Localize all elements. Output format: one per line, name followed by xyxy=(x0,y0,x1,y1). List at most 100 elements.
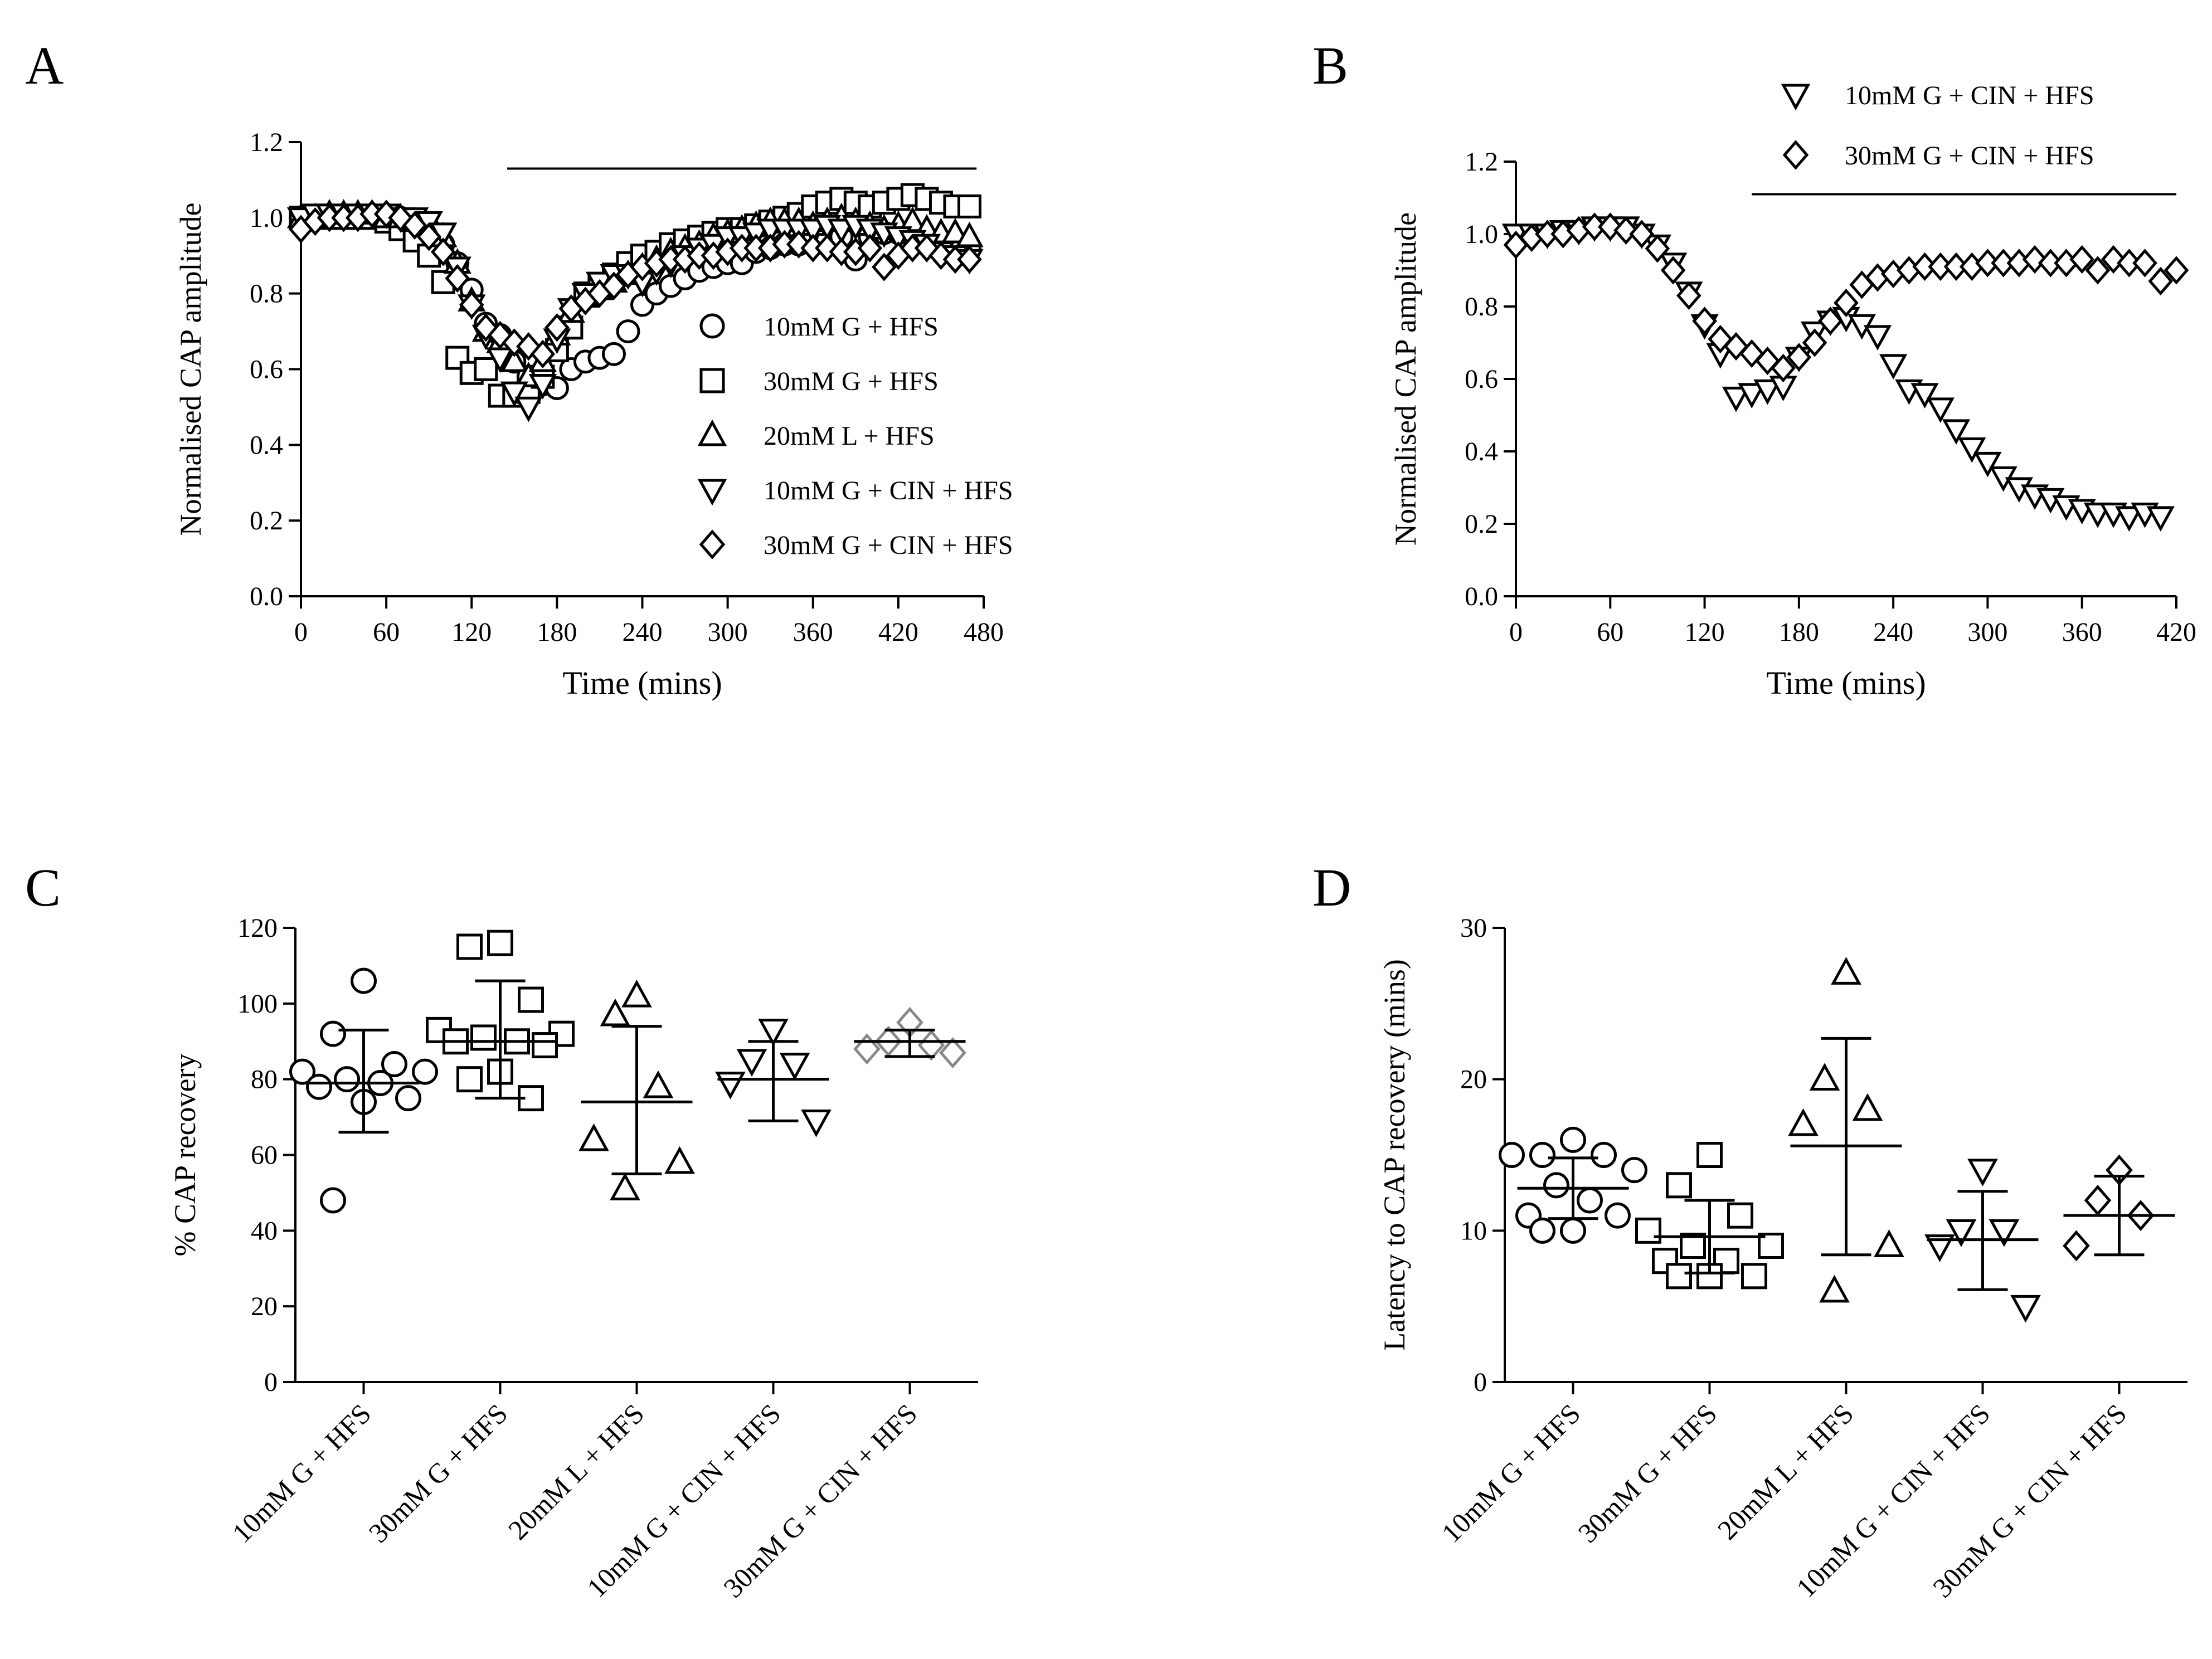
panel-a-x-tick-label: 120 xyxy=(451,617,492,647)
panel-d-data-point xyxy=(1529,1142,1555,1168)
panel-a-legend-label: 30mM G + CIN + HFS xyxy=(764,531,1013,560)
panel-d-category-label: 30mM G + HFS xyxy=(1572,1398,1723,1549)
panel-b-legend-label: 10mM G + CIN + HFS xyxy=(1845,81,2094,110)
panel-a-x-axis-label: Time (mins) xyxy=(562,665,722,701)
panel-d-data-point xyxy=(1696,1142,1723,1168)
panel-b-point-30mm-g-cin-hfs xyxy=(2132,249,2157,278)
panel-d-data-point xyxy=(1543,1172,1569,1199)
panel-d-chart: 0 10 20 30 Latency to CAP recovery (mins) 10m… xyxy=(1378,913,2187,1603)
panel-b-legend-marker xyxy=(1781,84,1811,111)
panel-c-data-point xyxy=(610,1173,640,1200)
panel-a-y-tick-label: 0.2 xyxy=(250,506,283,536)
panel-d-data-point xyxy=(1741,1263,1767,1290)
panel-d-y-tick-label: 0 xyxy=(1474,1368,1487,1397)
panel-b-point-10mm-g-cin-hfs xyxy=(1879,354,1908,380)
panel-c-data-point xyxy=(621,979,652,1008)
panel-a-point-10mm-g-cin-hfs xyxy=(799,218,827,245)
panel-c-data-point xyxy=(334,1066,360,1093)
panel-b-x-tick-label: 300 xyxy=(1967,617,2007,647)
panel-d-data-point xyxy=(2063,1230,2090,1262)
panel-b-point-30mm-g-cin-hfs xyxy=(2101,245,2126,274)
panel-d-data-point xyxy=(1967,1159,1998,1187)
panel-b-point-10mm-g-cin-hfs xyxy=(1942,419,1971,445)
panel-c-data-point xyxy=(518,986,544,1013)
panel-d-data-point xyxy=(1788,1108,1819,1136)
panel-b-point-30mm-g-cin-hfs xyxy=(1660,256,1686,285)
panel-c-data-point xyxy=(306,1073,332,1100)
panel-b-point-10mm-g-cin-hfs xyxy=(1926,397,1955,424)
panel-c-y-tick-label: 120 xyxy=(237,913,278,943)
panel-a-legend-marker xyxy=(699,529,726,560)
panel-a-x-tick-label: 300 xyxy=(708,617,748,647)
panel-a-legend-label: 10mM G + CIN + HFS xyxy=(764,476,1013,505)
panel-d-data-point xyxy=(1560,1217,1586,1244)
panel-a-y-tick-label: 1.0 xyxy=(250,203,283,233)
panel-b-point-30mm-g-cin-hfs xyxy=(1786,343,1812,372)
panel-c-group-10mm-g-cin-hfs xyxy=(715,1019,832,1137)
panel-b-point-30mm-g-cin-hfs xyxy=(1613,216,1639,245)
panel-b-point-30mm-g-cin-hfs xyxy=(1692,306,1717,335)
panel-d-data-point xyxy=(2010,1295,2041,1323)
panel-b-point-10mm-g-cin-hfs xyxy=(1722,386,1751,412)
panel-d-data-point xyxy=(1666,1263,1692,1290)
panel-a-point-20mm-l-hfs xyxy=(941,217,970,244)
panel-d-data-point xyxy=(1577,1187,1603,1214)
panel-b-legend-label: 30mM G + CIN + HFS xyxy=(1845,141,2094,171)
panel-a-y-tick-label: 0.4 xyxy=(250,430,283,460)
panel-b-x-tick-label: 420 xyxy=(2156,617,2196,647)
panel-b-point-30mm-g-cin-hfs xyxy=(1676,281,1701,310)
panel-a-point-20mm-l-hfs xyxy=(500,346,528,372)
panel-a-point-30mm-g-cin-hfs xyxy=(373,200,399,228)
panel-c-data-point xyxy=(395,1085,421,1112)
panel-b-point-30mm-g-cin-hfs xyxy=(1802,328,1827,357)
panel-a-y-tick-label: 0.8 xyxy=(250,279,283,309)
panel-a-x-tick-label: 420 xyxy=(878,617,918,647)
panel-b-point-10mm-g-cin-hfs xyxy=(2146,506,2175,532)
panel-b-y-tick-label: 1.2 xyxy=(1465,147,1498,177)
panel-d-data-point xyxy=(1529,1217,1555,1244)
panel-d-group-10mm-g-hfs xyxy=(1499,1126,1647,1244)
panel-b-legend: 10mM G + CIN + HFS 30mM G + CIN + HFS xyxy=(1781,81,2094,171)
panel-a-point-30mm-g-cin-hfs xyxy=(957,245,982,274)
panel-d-y-tick-label: 30 xyxy=(1460,913,1487,943)
panel-d-data-point xyxy=(1621,1157,1647,1184)
panel-b-point-30mm-g-cin-hfs xyxy=(1834,288,1859,318)
panel-c-data-point xyxy=(853,1033,881,1065)
panel-c-data-point xyxy=(320,1187,346,1214)
panel-a-point-30mm-g-hfs xyxy=(957,194,981,218)
panel-a-x-tick-label: 60 xyxy=(373,617,400,647)
panel-b-x-tick-label: 60 xyxy=(1597,617,1623,647)
panel-b-point-30mm-g-cin-hfs xyxy=(2085,256,2111,285)
panel-d-group-20mm-l-hfs xyxy=(1788,957,1904,1303)
panel-a-series-30mm-g-cin-hfs xyxy=(288,200,982,368)
panel-b-point-30mm-g-cin-hfs xyxy=(2022,245,2048,274)
panel-b-point-10mm-g-cin-hfs xyxy=(1753,379,1782,405)
panel-a-point-10mm-g-cin-hfs xyxy=(500,381,528,407)
panel-a-x-tick-label: 240 xyxy=(623,617,663,647)
panel-b-legend-marker xyxy=(1782,140,1809,170)
panel-a-legend-marker xyxy=(697,419,727,446)
panel-c-data-point xyxy=(470,1024,497,1051)
panel-a-point-30mm-g-cin-hfs xyxy=(445,264,470,293)
panel-d-group-30mm-g-hfs xyxy=(1635,1142,1784,1290)
panel-d-data-point xyxy=(1591,1142,1617,1168)
panel-d-data-point xyxy=(1852,1093,1883,1121)
panel-b-y-axis-label: Normalised CAP amplitude xyxy=(1389,212,1422,546)
panel-a-point-30mm-g-hfs xyxy=(474,357,498,381)
panel-b-y-tick-label: 0.8 xyxy=(1465,292,1498,322)
panel-a-legend-marker xyxy=(697,479,727,506)
panel-d-y-tick-label: 20 xyxy=(1460,1065,1487,1094)
panel-c-data-point xyxy=(801,1110,832,1137)
panel-a-point-30mm-g-cin-hfs xyxy=(814,233,840,262)
panel-a-point-30mm-g-cin-hfs xyxy=(545,313,570,342)
panel-a-point-30mm-g-cin-hfs xyxy=(601,271,626,300)
panel-c-data-point xyxy=(715,1072,746,1099)
panel-c-category-label: 20mM L + HFS xyxy=(502,1398,650,1545)
panel-b-point-30mm-g-cin-hfs xyxy=(2148,266,2174,296)
panel-d-data-point xyxy=(1499,1142,1525,1168)
panel-d-data-point xyxy=(1819,1274,1850,1303)
panel-c-data-point xyxy=(456,1066,483,1093)
panel-c-data-point xyxy=(412,1058,438,1085)
panel-a-point-10mm-g-cin-hfs xyxy=(528,374,557,400)
